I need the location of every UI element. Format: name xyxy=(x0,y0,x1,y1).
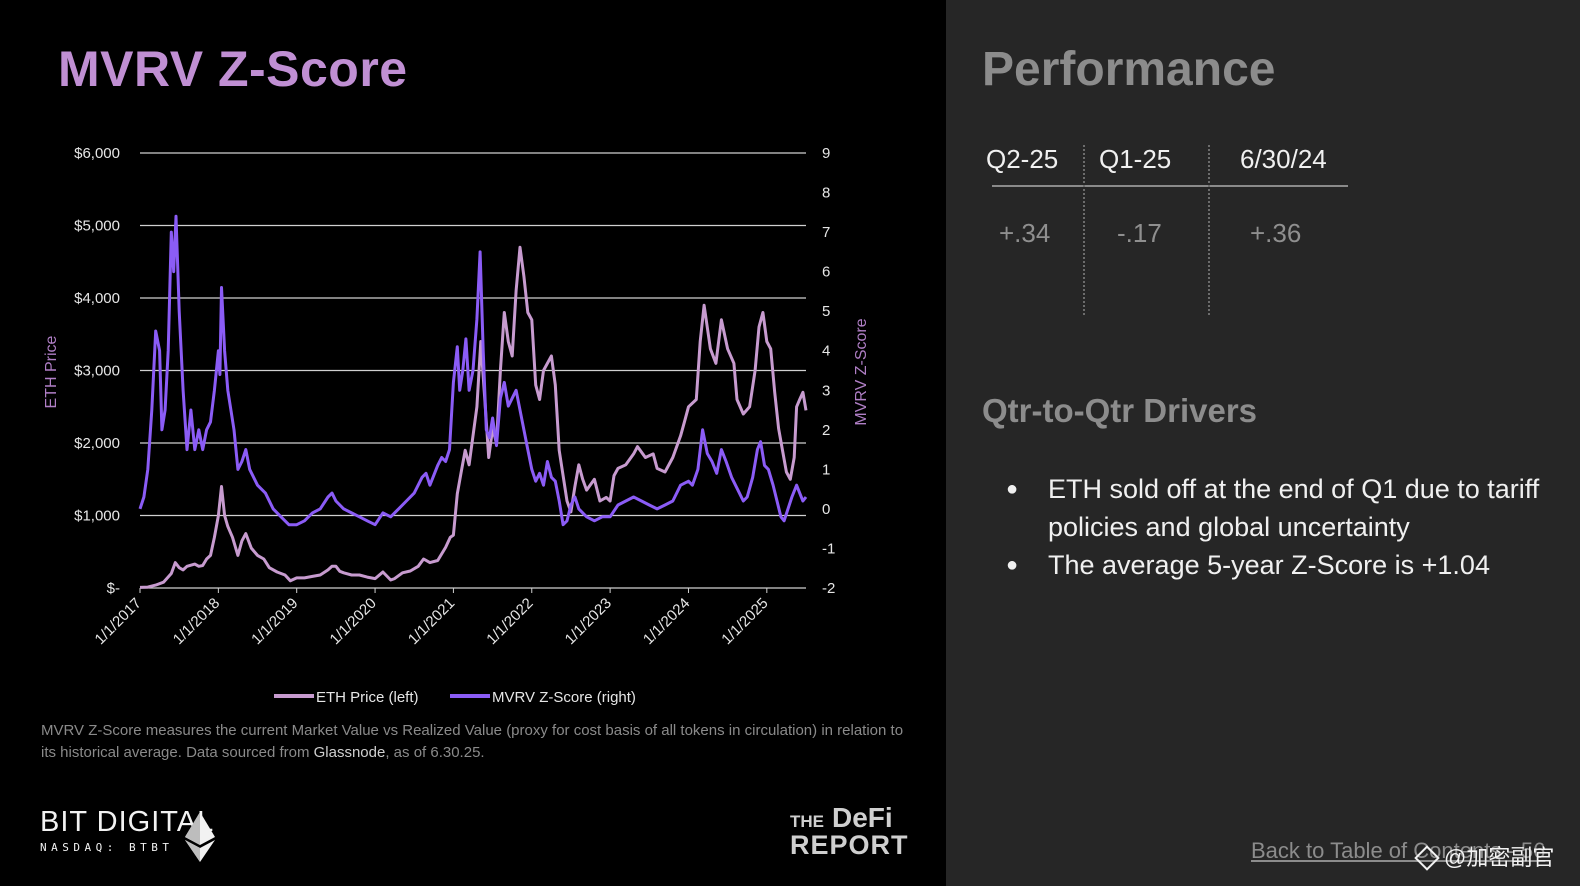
chart-tick-labels: $- $1,000 $2,000 $3,000 $4,000 $5,000 $6,000 -2… xyxy=(74,145,835,648)
perf-header-q2-25: Q2-25 xyxy=(986,144,1059,174)
chart-footnote: MVRV Z-Score measures the current Market… xyxy=(41,720,911,764)
x-tick-label: 1/1/2022 xyxy=(483,595,536,648)
x-tick-label: 1/1/2021 xyxy=(405,595,458,648)
performance-title: Performance xyxy=(982,43,1276,96)
mvrv-zscore-line xyxy=(138,214,808,527)
performance-panel xyxy=(946,0,1580,886)
footnote-date: , as of 6.30.25. xyxy=(385,744,485,761)
drivers-title: Qtr-to-Qtr Drivers xyxy=(982,392,1258,429)
slide-title: MVRV Z-Score xyxy=(58,41,408,97)
chart-legend: ETH Price (left) MVRV Z-Score (right) xyxy=(274,689,636,706)
perf-value-q1-25: -.17 xyxy=(1117,218,1162,248)
perf-value-q2-25: +.34 xyxy=(999,218,1051,248)
right-tick-label: 1 xyxy=(822,461,830,478)
right-tick-label: 7 xyxy=(822,224,830,241)
left-tick-label: $5,000 xyxy=(74,218,120,235)
right-axis-label: MVRV Z-Score xyxy=(853,318,870,425)
right-tick-label: 2 xyxy=(822,422,830,439)
x-tick-label: 1/1/2024 xyxy=(640,595,693,648)
left-tick-label: $- xyxy=(107,580,120,597)
left-tick-label: $6,000 xyxy=(74,145,120,162)
back-to-toc-link[interactable]: Back to Table of Contents - 56 xyxy=(1251,838,1546,863)
defi-logo-report: REPORT xyxy=(790,830,909,860)
perf-value-6-30-24: +.36 xyxy=(1250,218,1302,248)
right-tick-label: 3 xyxy=(822,382,830,399)
x-tick-label: 1/1/2019 xyxy=(248,595,301,648)
chart-panel: MVRV Z-Score $- $1,000 $2,000 $3,000 $4,000 $… xyxy=(40,41,911,862)
right-tick-label: 5 xyxy=(822,303,830,320)
bit-digital-ticker: NASDAQ: BTBT xyxy=(40,841,174,854)
mvrv-chart: $- $1,000 $2,000 $3,000 $4,000 $5,000 $6,000 -2… xyxy=(43,145,870,706)
watermark-icon xyxy=(1414,845,1440,871)
left-tick-label: $3,000 xyxy=(74,363,120,380)
perf-header-q1-25: Q1-25 xyxy=(1099,144,1172,174)
right-tick-label: 6 xyxy=(822,264,830,281)
footnote-source: Glassnode xyxy=(313,744,386,761)
driver-bullet: The average 5-year Z-Score is +1.04 xyxy=(1004,546,1564,584)
right-tick-label: 8 xyxy=(822,185,830,202)
bit-digital-name: BIT DIGITAL xyxy=(40,806,215,838)
x-tick-label: 1/1/2018 xyxy=(170,595,223,648)
watermark: @加密副官 xyxy=(1414,840,1555,872)
x-tick-label: 1/1/2020 xyxy=(327,595,380,648)
perf-header-6-30-24: 6/30/24 xyxy=(1240,144,1327,174)
driver-bullet: ETH sold off at the end of Q1 due to tar… xyxy=(1004,470,1564,546)
legend-eth-label: ETH Price (left) xyxy=(316,689,419,706)
chart-series xyxy=(138,214,808,589)
defi-logo-the: THE xyxy=(790,812,824,831)
x-tick-label: 1/1/2025 xyxy=(718,595,771,648)
legend-z-label: MVRV Z-Score (right) xyxy=(492,689,636,706)
watermark-text: @加密副官 xyxy=(1444,845,1555,870)
right-tick-label: -2 xyxy=(822,580,835,597)
ethereum-icon xyxy=(185,812,215,862)
left-tick-label: $2,000 xyxy=(74,435,120,452)
bit-digital-logo: BIT DIGITAL NASDAQ: BTBT xyxy=(40,806,214,854)
defi-logo-name: DeFi xyxy=(832,802,893,833)
right-tick-label: 9 xyxy=(822,145,830,162)
drivers-list: ETH sold off at the end of Q1 due to tar… xyxy=(1004,470,1564,584)
left-axis-label: ETH Price xyxy=(43,335,60,408)
perf-column-divider xyxy=(1083,145,1085,315)
right-tick-label: 4 xyxy=(822,343,830,360)
left-tick-label: $1,000 xyxy=(74,508,120,525)
footnote-text: MVRV Z-Score measures the current Market… xyxy=(41,722,904,761)
right-tick-label: -1 xyxy=(822,540,835,557)
perf-column-divider xyxy=(1208,145,1210,315)
x-tick-label: 1/1/2023 xyxy=(562,595,615,648)
right-tick-label: 0 xyxy=(822,501,830,518)
perf-header-divider xyxy=(992,185,1348,187)
x-tick-label: 1/1/2017 xyxy=(92,595,145,648)
left-tick-label: $4,000 xyxy=(74,290,120,307)
